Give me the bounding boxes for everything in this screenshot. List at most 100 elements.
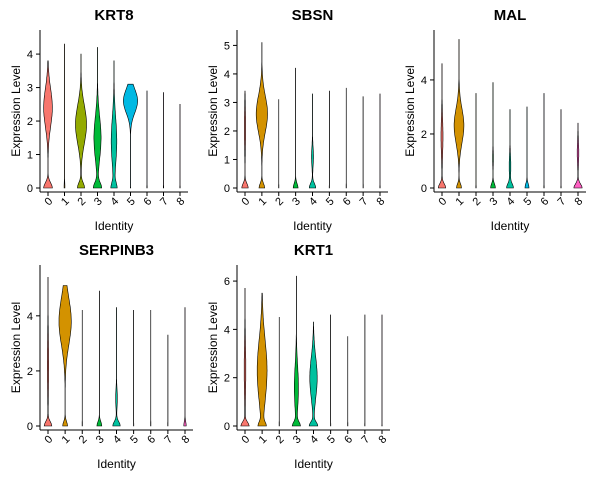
x-tick-label: 3: [94, 433, 107, 446]
y-tick-label: 2: [224, 126, 230, 138]
y-tick-label: 5: [224, 40, 230, 52]
x-tick-label: 0: [239, 433, 252, 446]
y-axis-label: Expression Level: [206, 302, 220, 393]
y-tick-label: 2: [27, 366, 33, 378]
panel-title: SBSN: [292, 7, 334, 24]
y-tick-label: 4: [27, 311, 33, 323]
x-tick-label: 2: [77, 433, 90, 446]
x-tick-label: 7: [162, 433, 175, 446]
y-tick-label: 1: [224, 154, 230, 166]
y-axis-label: Expression Level: [206, 65, 220, 156]
y-tick-label: 0: [224, 183, 230, 195]
x-tick-label: 5: [521, 195, 534, 208]
y-axis-label: Expression Level: [403, 65, 417, 156]
x-tick-label: 7: [555, 195, 568, 208]
violin-cluster-0: [43, 60, 53, 189]
y-tick-label: 0: [27, 421, 33, 433]
x-tick-label: 1: [60, 433, 73, 446]
x-tick-label: 5: [325, 433, 338, 446]
y-tick-label: 4: [224, 69, 230, 81]
x-tick-label: 6: [141, 195, 154, 208]
panel-title: SERPINB3: [79, 242, 154, 259]
panel-title: KRT1: [294, 242, 333, 259]
violin-cluster-4: [112, 307, 121, 427]
panel-title: KRT8: [94, 7, 133, 24]
x-tick-label: 8: [374, 195, 387, 208]
x-tick-label: 1: [59, 195, 72, 208]
x-tick-label: 4: [108, 195, 121, 208]
x-tick-label: 7: [158, 195, 171, 208]
violin-cluster-1: [256, 292, 268, 427]
x-axis-label: Identity: [95, 219, 134, 233]
violin-cluster-4: [308, 93, 317, 189]
x-tick-label: 6: [145, 433, 158, 446]
x-tick-label: 8: [179, 433, 192, 446]
y-tick-label: 3: [27, 83, 33, 95]
violin-cluster-4: [308, 321, 319, 427]
x-tick-label: 3: [291, 433, 304, 446]
x-axis-label: Identity: [97, 457, 136, 471]
y-tick-label: 3: [224, 97, 230, 109]
violin-cluster-0: [240, 288, 250, 427]
y-axis-label: Expression Level: [9, 302, 23, 393]
violin-cluster-2: [75, 53, 87, 189]
violin-cluster-5: [524, 106, 530, 189]
x-tick-label: 6: [538, 195, 551, 208]
y-tick-label: 2: [27, 116, 33, 128]
x-tick-label: 2: [75, 195, 88, 208]
x-tick-label: 3: [92, 195, 105, 208]
x-tick-label: 1: [257, 433, 270, 446]
y-tick-label: 4: [224, 324, 230, 336]
x-tick-label: 2: [273, 195, 286, 208]
y-tick-label: 2: [224, 373, 230, 385]
y-axis-label: Expression Level: [9, 65, 23, 156]
y-tick-label: 0: [421, 183, 427, 195]
violin-cluster-1: [453, 39, 465, 189]
x-tick-label: 6: [342, 433, 355, 446]
x-tick-label: 2: [470, 195, 483, 208]
y-tick-label: 6: [224, 276, 230, 288]
x-axis-label: Identity: [294, 457, 333, 471]
x-tick-label: 7: [358, 195, 371, 208]
violin-cluster-8: [183, 307, 187, 427]
x-tick-label: 7: [359, 433, 372, 446]
violin-cluster-1: [255, 42, 268, 189]
x-tick-label: 0: [239, 195, 252, 208]
x-tick-label: 0: [436, 195, 449, 208]
violin-cluster-8: [573, 122, 583, 189]
y-tick-label: 2: [421, 129, 427, 141]
violin-cluster-1: [58, 285, 72, 427]
x-tick-label: 6: [341, 195, 354, 208]
x-tick-label: 3: [290, 195, 303, 208]
x-tick-label: 5: [125, 195, 138, 208]
violin-cluster-5: [123, 83, 138, 189]
y-tick-label: 4: [27, 49, 33, 61]
y-tick-label: 0: [27, 183, 33, 195]
x-axis-label: Identity: [293, 219, 332, 233]
x-tick-label: 5: [128, 433, 141, 446]
violin-cluster-1: [63, 43, 66, 189]
y-tick-label: 1: [27, 150, 33, 162]
x-tick-label: 4: [111, 433, 124, 446]
x-tick-label: 8: [174, 195, 187, 208]
x-tick-label: 2: [274, 433, 287, 446]
x-tick-label: 4: [307, 195, 320, 208]
x-tick-label: 4: [504, 195, 517, 208]
x-tick-label: 4: [308, 433, 321, 446]
x-axis-label: Identity: [491, 219, 530, 233]
violin-cluster-4: [110, 60, 118, 189]
violin-cluster-0: [43, 277, 53, 427]
y-tick-label: 4: [421, 75, 427, 87]
violin-cluster-0: [437, 63, 447, 189]
y-tick-label: 0: [224, 421, 230, 433]
panel-title: MAL: [494, 7, 527, 24]
violin-cluster-3: [291, 275, 301, 427]
x-tick-label: 8: [376, 433, 389, 446]
x-tick-label: 1: [256, 195, 269, 208]
violin-cluster-3: [96, 290, 103, 427]
